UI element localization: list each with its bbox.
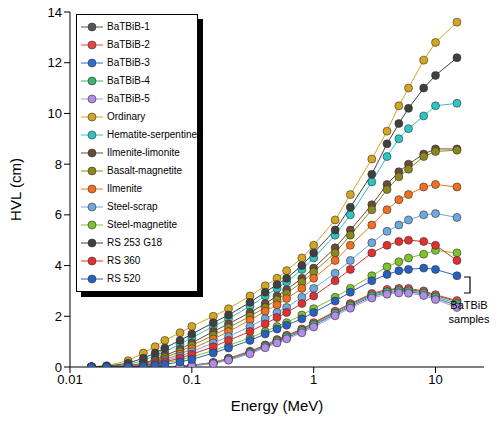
html-text:BaTBiB-3: BaTBiB-3 [107, 57, 150, 68]
html-text:BaTBiB-5: BaTBiB-5 [107, 93, 150, 104]
html-text:Steel-scrap: Steel-scrap [107, 201, 158, 212]
svg-text:10: 10 [48, 106, 62, 121]
html-text:BaTBiB samples: BaTBiB samples [448, 299, 490, 325]
svg-text:Energy (MeV): Energy (MeV) [231, 397, 324, 414]
svg-text:6: 6 [55, 207, 62, 222]
svg-text:0.01: 0.01 [57, 372, 83, 388]
html-text:BaTBiB-2: BaTBiB-2 [107, 39, 150, 50]
svg-text:14: 14 [48, 5, 62, 20]
html-text:Ordinary: Ordinary [107, 111, 146, 122]
svg-text:HVL (cm): HVL (cm) [8, 158, 24, 221]
svg-text:0: 0 [55, 360, 62, 375]
html-text:Steel-magnetite: Steel-magnetite [107, 219, 177, 230]
svg-text:4: 4 [55, 258, 62, 273]
html-text:RS 360: RS 360 [107, 255, 141, 266]
html-text:RS 520: RS 520 [107, 273, 141, 284]
html-text:Ilmenite-limonite: Ilmenite-limonite [107, 147, 180, 158]
svg-text:0.1: 0.1 [183, 372, 201, 387]
html-text:Hematite-serpentine: Hematite-serpentine [107, 129, 197, 140]
html-text:Ilmenite: Ilmenite [107, 183, 142, 194]
html-text:BaTBiB-1: BaTBiB-1 [107, 21, 150, 32]
svg-text:8: 8 [55, 157, 62, 172]
svg-text:2: 2 [55, 309, 62, 324]
html-text:RS 253 G18: RS 253 G18 [107, 237, 162, 248]
html-text:BaTBiB-4: BaTBiB-4 [107, 75, 150, 86]
svg-text:10: 10 [428, 372, 442, 387]
svg-text:1: 1 [310, 372, 317, 387]
html-text:Basalt-magnetite: Basalt-magnetite [107, 165, 182, 176]
svg-text:12: 12 [48, 55, 62, 70]
